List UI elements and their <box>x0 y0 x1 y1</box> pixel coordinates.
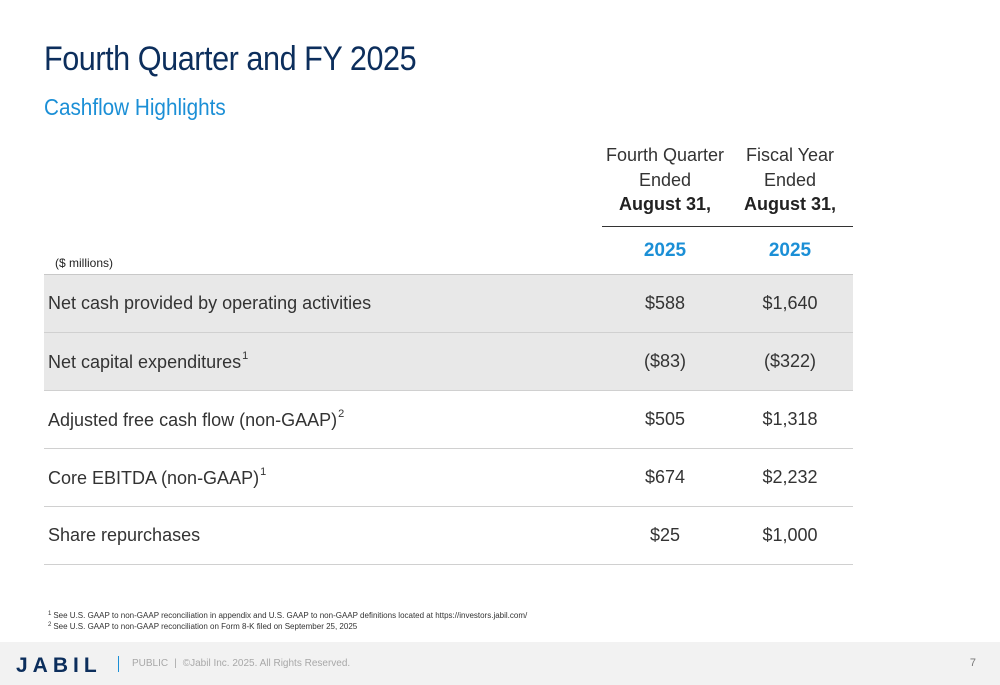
year-label-fiscal-year: 2025 <box>768 240 812 261</box>
footnote-marker: 2 <box>338 408 345 420</box>
row-value-fy: $2,232 <box>762 467 818 487</box>
footnote-marker: 1 <box>242 350 249 362</box>
footnote-number: 2 <box>48 622 52 628</box>
table-row: Adjusted free cash flow (non-GAAP)2 $505… <box>44 391 853 449</box>
row-value-fy: $1,318 <box>762 409 818 429</box>
row-value-q4: $505 <box>644 409 686 429</box>
column-header-line: Fiscal Year <box>745 145 835 165</box>
copyright-text: ©Jabil Inc. 2025. All Rights Reserved. <box>182 658 351 669</box>
column-header-line: Fourth Quarter <box>605 145 725 165</box>
jabil-logo: JABIL <box>16 654 102 677</box>
column-header-fourth-quarter: Fourth Quarter Ended August 31, <box>602 143 728 217</box>
column-header-fiscal-year: Fiscal Year Ended August 31, <box>728 143 852 217</box>
row-value-fy: ($322) <box>763 351 817 371</box>
row-label: Adjusted free cash flow (non-GAAP)2 <box>48 408 345 430</box>
footer-divider <box>118 656 119 672</box>
page-subtitle: Cashflow Highlights <box>44 94 226 120</box>
row-label: Net capital expenditures1 <box>48 350 249 372</box>
footnote: 1 See U.S. GAAP to non-GAAP reconciliatio… <box>48 611 528 620</box>
table-row: Net capital expenditures1 ($83) ($322) <box>44 333 853 391</box>
classification-label: PUBLIC <box>132 658 169 669</box>
table-row: Core EBITDA (non-GAAP)1 $674 $2,232 <box>44 449 853 507</box>
year-label-fourth-quarter: 2025 <box>643 240 687 261</box>
header-rule <box>602 226 853 227</box>
table-row: Share repurchases $25 $1,000 <box>44 507 853 565</box>
column-header-line: Ended <box>638 169 692 190</box>
column-header-line: Ended <box>763 169 817 190</box>
row-value-q4: ($83) <box>643 351 687 371</box>
row-value-q4: $25 <box>649 525 681 545</box>
row-value-fy: $1,640 <box>762 293 818 313</box>
footer-legal: PUBLIC | ©Jabil Inc. 2025. All Rights Rese… <box>132 658 350 669</box>
row-label: Core EBITDA (non-GAAP)1 <box>48 466 267 488</box>
slide-footer: JABIL PUBLIC | ©Jabil Inc. 2025. All Right… <box>0 642 1000 685</box>
page-title: Fourth Quarter and FY 2025 <box>44 40 417 78</box>
unit-note: ($ millions) <box>55 256 114 270</box>
table-row: Net cash provided by operating activitie… <box>44 275 853 333</box>
column-header-date: August 31, <box>618 194 711 214</box>
column-header-date: August 31, <box>743 194 836 214</box>
row-value-fy: $1,000 <box>762 525 818 545</box>
row-value-q4: $674 <box>644 467 686 487</box>
cashflow-table: Net cash provided by operating activitie… <box>44 274 853 565</box>
page-number: 7 <box>969 657 976 669</box>
footer-separator: | <box>174 658 177 669</box>
row-label: Share repurchases <box>48 525 201 545</box>
footnote: 2 See U.S. GAAP to non-GAAP reconciliatio… <box>48 622 358 631</box>
footnote-number: 1 <box>48 611 52 617</box>
row-label: Net cash provided by operating activitie… <box>48 293 372 313</box>
footnote-marker: 1 <box>260 466 267 478</box>
row-value-q4: $588 <box>644 293 686 313</box>
